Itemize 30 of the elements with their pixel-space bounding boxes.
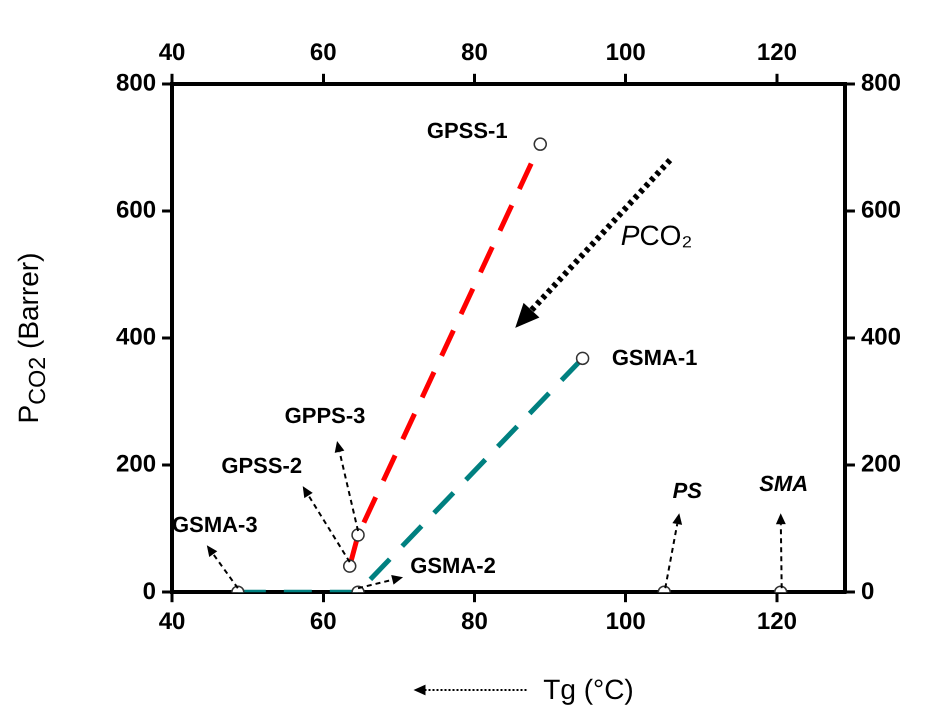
annotation: GSMA-2 <box>410 553 496 580</box>
x-tick-label: 60 <box>310 608 337 636</box>
annotation: GPSS-2 <box>221 453 302 480</box>
y2-tick-label: 200 <box>860 450 902 478</box>
y-tick-label: 600 <box>116 196 156 224</box>
annotation: GPSS-1 <box>426 118 508 144</box>
annotation: PCO₂ <box>620 220 692 252</box>
x2-tick-label: 40 <box>158 39 186 66</box>
y-tick-label: 400 <box>116 324 156 351</box>
x2-tick-label: 100 <box>606 39 646 66</box>
y2-tick-label: 0 <box>860 578 874 605</box>
annotation: GSMA-1 <box>612 345 698 372</box>
x2-tick-label: 80 <box>461 39 488 66</box>
annotation: GSMA-3 <box>172 512 258 538</box>
annotation: PS <box>672 478 702 504</box>
y-tick-label: 200 <box>116 450 156 478</box>
x2-tick-label: 120 <box>756 39 797 66</box>
y-tick-label: 800 <box>116 69 156 96</box>
x-tick-label: 100 <box>606 608 646 636</box>
annotation: SMA <box>759 471 808 498</box>
y2-tick-label: 800 <box>860 69 902 96</box>
y2-tick-label: 400 <box>860 324 902 351</box>
x-axis-title: Tg (°C) <box>543 674 634 706</box>
x2-tick-label: 60 <box>310 39 337 66</box>
x-tick-label: 40 <box>158 608 186 636</box>
x-tick-label: 120 <box>756 608 797 636</box>
x-tick-label: 80 <box>461 608 488 636</box>
y-tick-label: 0 <box>142 578 156 605</box>
annotation: GPPS-3 <box>284 403 366 429</box>
y2-tick-label: 600 <box>860 196 902 224</box>
